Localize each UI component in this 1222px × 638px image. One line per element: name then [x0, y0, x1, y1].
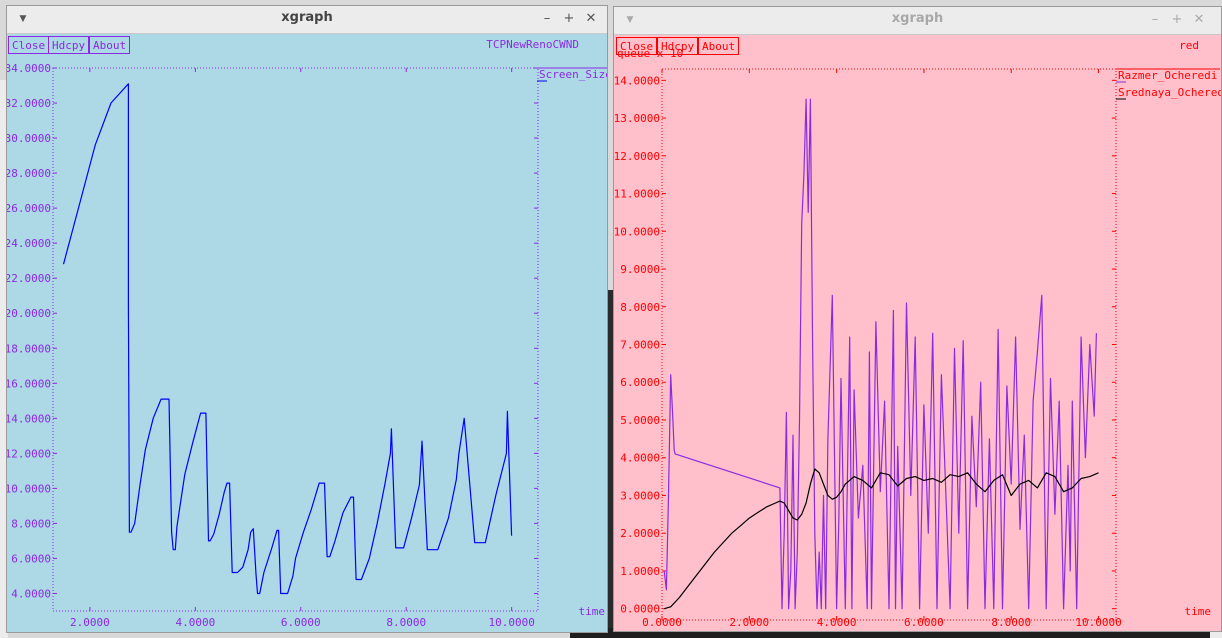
y-tick-label: 2.0000 — [620, 527, 660, 540]
minimize-icon[interactable]: – — [543, 11, 551, 26]
y-tick-label: 10.0000 — [7, 482, 51, 495]
window-menu-icon[interactable]: ▼ — [19, 14, 27, 24]
y-tick-label: 9.0000 — [620, 263, 660, 276]
y-tick-label: 8.0000 — [11, 517, 51, 530]
x-tick-label: 8.0000 — [991, 616, 1031, 629]
y-tick-label: 20.0000 — [7, 307, 51, 320]
close-window-icon[interactable]: ✕ — [585, 11, 597, 26]
x-tick-label: 2.0000 — [70, 616, 110, 629]
y-tick-label: 14.0000 — [7, 412, 51, 425]
graph-title: red — [1179, 39, 1199, 52]
y-tick-label: 34.0000 — [7, 62, 51, 75]
plot-area: Close Hdcpy About TCPNewRenoCWND 4.0000 6… — [7, 34, 607, 632]
cwnd-chart: 4.0000 6.0000 8.0000 10.0000 12.0000 14.0000 1… — [7, 62, 607, 629]
series-line-srednaya-ochered — [664, 468, 1099, 610]
close-window-icon[interactable]: ✕ — [1193, 12, 1205, 27]
xgraph-window-red: ▼ xgraph – + ✕ Close Hdcpy About red que… — [613, 6, 1222, 632]
y-tick-label: 18.0000 — [7, 342, 51, 355]
maximize-icon[interactable]: + — [563, 11, 575, 26]
x-axis-label: time — [1185, 605, 1212, 618]
y-tick-label: 0.0000 — [620, 603, 660, 616]
y-tick-label: 24.0000 — [7, 237, 51, 250]
y-tick-label: 11.0000 — [614, 188, 660, 201]
y-tick-label: 7.0000 — [620, 339, 660, 352]
legend-entry: Srednaya_Ochered — [1118, 86, 1221, 99]
y-tick-label: 10.0000 — [614, 225, 660, 238]
y-tick-label: 13.0000 — [614, 112, 660, 125]
about-button[interactable]: About — [698, 37, 740, 55]
x-tick-label: 8.0000 — [386, 616, 426, 629]
legend-entry: Razmer_Ocheredi — [1118, 69, 1217, 82]
window-title: xgraph — [891, 11, 944, 26]
y-tick-label: 12.0000 — [7, 447, 51, 460]
window-titlebar[interactable]: ▼ xgraph – + ✕ — [614, 7, 1221, 35]
window-title: xgraph — [281, 10, 333, 25]
legend-entry: Screen_Size — [539, 68, 607, 81]
x-axis-label: time — [579, 605, 606, 618]
y-tick-label: 6.0000 — [620, 376, 660, 389]
series-line-screen-size — [62, 83, 513, 595]
hdcpy-button[interactable]: Hdcpy — [657, 37, 699, 55]
xgraph-window-cwnd: ▼ xgraph – + ✕ Close Hdcpy About TCPNewR… — [6, 5, 608, 633]
about-button[interactable]: About — [89, 36, 131, 54]
plot-frame — [52, 67, 539, 612]
y-tick-label: 28.0000 — [7, 167, 51, 180]
minimize-icon[interactable]: – — [1151, 12, 1159, 27]
desktop-background-left — [0, 80, 8, 638]
y-tick-label: 30.0000 — [7, 132, 51, 145]
y-tick-label: 4.0000 — [620, 452, 660, 465]
series-line-razmer-ocheredi — [663, 98, 1097, 610]
y-tick-label: 32.0000 — [7, 97, 51, 110]
close-button[interactable]: Close — [616, 37, 658, 55]
y-tick-label: 4.0000 — [11, 587, 51, 600]
y-axis-label: queue x 10 — [617, 47, 684, 60]
y-tick-label: 12.0000 — [614, 150, 660, 163]
plot-area: Close Hdcpy About red queue x 10 0.0000 1… — [614, 35, 1221, 631]
y-tick-label: 14.0000 — [614, 74, 660, 87]
x-tick-label: 10.0000 — [488, 616, 534, 629]
y-tick-label: 5.0000 — [620, 414, 660, 427]
x-tick-label: 2.0000 — [729, 616, 769, 629]
red-queue-chart: 0.0000 1.0000 2.0000 3.0000 4.0000 5.0000 6.00… — [614, 68, 1221, 629]
graph-title: TCPNewRenoCWND — [486, 38, 579, 51]
x-tick-label: 10.0000 — [1075, 616, 1121, 629]
window-menu-icon[interactable]: ▼ — [626, 15, 634, 25]
y-tick-label: 22.0000 — [7, 272, 51, 285]
y-tick-label: 1.0000 — [620, 565, 660, 578]
y-tick-label: 3.0000 — [620, 489, 660, 502]
y-tick-label: 16.0000 — [7, 377, 51, 390]
y-tick-label: 26.0000 — [7, 202, 51, 215]
x-tick-label: 0.0000 — [642, 616, 682, 629]
maximize-icon[interactable]: + — [1171, 12, 1183, 27]
x-tick-label: 4.0000 — [817, 616, 857, 629]
hdcpy-button[interactable]: Hdcpy — [48, 36, 90, 54]
y-tick-label: 6.0000 — [11, 552, 51, 565]
taskbar-fragment — [570, 628, 1222, 638]
window-titlebar[interactable]: ▼ xgraph – + ✕ — [7, 6, 607, 34]
x-tick-label: 4.0000 — [175, 616, 215, 629]
x-tick-label: 6.0000 — [904, 616, 944, 629]
y-tick-label: 8.0000 — [620, 301, 660, 314]
x-tick-label: 6.0000 — [281, 616, 321, 629]
close-button[interactable]: Close — [8, 36, 50, 54]
